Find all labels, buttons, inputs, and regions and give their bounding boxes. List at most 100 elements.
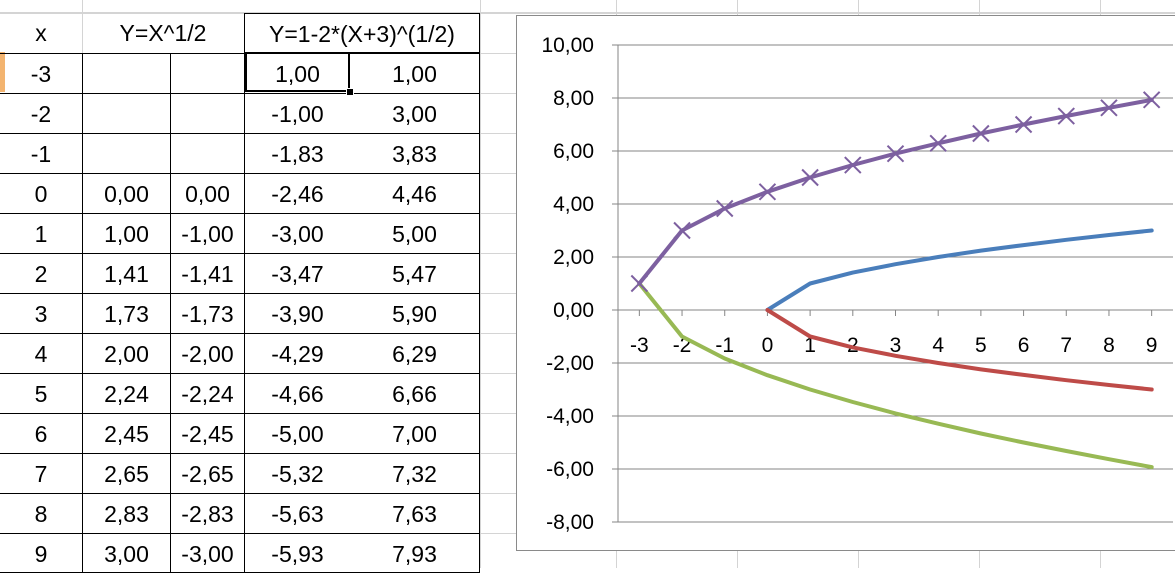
- cell-formula-neg[interactable]: -5,00: [244, 413, 350, 453]
- cell-x[interactable]: 1: [0, 213, 82, 253]
- cell-sqrt-neg[interactable]: -3,00: [170, 533, 244, 573]
- cell-sqrt-pos[interactable]: [82, 133, 170, 173]
- cell-formula-pos[interactable]: 5,90: [350, 293, 480, 333]
- cell-sqrt-neg[interactable]: [170, 93, 244, 133]
- cell-sqrt-pos[interactable]: 3,00: [82, 533, 170, 573]
- cell-sqrt-pos[interactable]: 2,45: [82, 413, 170, 453]
- cell-formula-pos[interactable]: 6,66: [350, 373, 480, 413]
- cell-formula-pos[interactable]: 6,29: [350, 333, 480, 373]
- data-point-marker: [716, 199, 734, 218]
- cell-formula-neg[interactable]: -3,00: [244, 213, 350, 253]
- x-tick-label: 5: [975, 334, 987, 357]
- cell-formula-pos[interactable]: 1,00: [350, 53, 480, 93]
- cell-x[interactable]: 4: [0, 333, 82, 373]
- cell-sqrt-pos[interactable]: 2,83: [82, 493, 170, 533]
- cell-formula-neg[interactable]: -5,32: [244, 453, 350, 493]
- x-tick-label: 9: [1146, 334, 1158, 357]
- grid-hline: [0, 13, 1175, 14]
- cell-formula-pos[interactable]: 7,93: [350, 533, 480, 573]
- cell-sqrt-neg[interactable]: -2,24: [170, 373, 244, 413]
- cell-sqrt-neg[interactable]: -2,65: [170, 453, 244, 493]
- cell-formula-neg[interactable]: -3,90: [244, 293, 350, 333]
- cell-formula-pos[interactable]: 5,47: [350, 253, 480, 293]
- chart-area[interactable]: -8,00 -6,00 -4,00 -2,00 0,00 2,00 4,00 6,00 8,00…: [516, 15, 1175, 551]
- cell-formula-pos[interactable]: 4,46: [350, 173, 480, 213]
- cell-sqrt-pos[interactable]: [82, 53, 170, 93]
- x-tick-label: 0: [762, 334, 774, 357]
- cell-x[interactable]: 2: [0, 253, 82, 293]
- cell-x[interactable]: 9: [0, 533, 82, 573]
- cell-sqrt-neg[interactable]: -1,73: [170, 293, 244, 333]
- cell-formula-neg[interactable]: 1,00: [244, 53, 350, 93]
- cell-x[interactable]: 0: [0, 173, 82, 213]
- series-line-1: [765, 228, 1154, 312]
- cell-x[interactable]: 3: [0, 293, 82, 333]
- cell-sqrt-neg[interactable]: -2,45: [170, 413, 244, 453]
- data-point-marker: [758, 183, 777, 201]
- cell-x[interactable]: 8: [0, 493, 82, 533]
- selected-row-indicator: [0, 52, 5, 92]
- cell-formula-neg[interactable]: -5,93: [244, 533, 350, 573]
- data-point-marker: [1057, 107, 1075, 125]
- cell-formula-neg[interactable]: -4,66: [244, 373, 350, 413]
- series-line-3: [637, 281, 1154, 470]
- header-y-formula[interactable]: Y=1-2*(X+3)^(1/2): [244, 13, 480, 53]
- x-tick-label: -3: [630, 334, 649, 357]
- y-tick-label: -8,00: [546, 511, 594, 534]
- cell-sqrt-pos[interactable]: 1,41: [82, 253, 170, 293]
- fill-handle[interactable]: [346, 88, 354, 96]
- cell-sqrt-pos[interactable]: 1,00: [82, 213, 170, 253]
- line-chart: -8,00 -6,00 -4,00 -2,00 0,00 2,00 4,00 6,00 8,00…: [541, 34, 1173, 534]
- x-tick-label: 6: [1018, 334, 1030, 357]
- cell-sqrt-neg[interactable]: -1,41: [170, 253, 244, 293]
- cell-formula-pos[interactable]: 5,00: [350, 213, 480, 253]
- grid-vline: [480, 0, 481, 568]
- x-tick-label: -1: [715, 334, 734, 357]
- cell-sqrt-neg[interactable]: -2,83: [170, 493, 244, 533]
- cell-sqrt-pos[interactable]: [82, 93, 170, 133]
- data-point-marker: [801, 168, 819, 187]
- cell-x[interactable]: -1: [0, 133, 82, 173]
- data-point-marker: [844, 156, 862, 174]
- cell-sqrt-pos[interactable]: 0,00: [82, 173, 170, 213]
- data-point-marker: [886, 144, 905, 163]
- y-tick-label: -6,00: [546, 458, 594, 481]
- cell-formula-pos[interactable]: 7,63: [350, 493, 480, 533]
- data-point-marker: [1142, 91, 1161, 109]
- x-tick-label: 1: [804, 334, 816, 357]
- y-tick-label: 0,00: [553, 299, 594, 322]
- cell-formula-neg[interactable]: -3,47: [244, 253, 350, 293]
- cell-sqrt-neg[interactable]: -1,00: [170, 213, 244, 253]
- cell-sqrt-neg[interactable]: -2,00: [170, 333, 244, 373]
- cell-formula-neg[interactable]: -4,29: [244, 333, 350, 373]
- cell-sqrt-pos[interactable]: 2,00: [82, 333, 170, 373]
- cell-formula-neg[interactable]: -1,83: [244, 133, 350, 173]
- cell-x[interactable]: 5: [0, 373, 82, 413]
- cell-sqrt-neg[interactable]: 0,00: [170, 173, 244, 213]
- data-point-marker: [1100, 99, 1118, 117]
- cell-formula-pos[interactable]: 7,32: [350, 453, 480, 493]
- y-tick-label: -2,00: [546, 352, 594, 375]
- cell-formula-pos[interactable]: 7,00: [350, 413, 480, 453]
- cell-x[interactable]: 7: [0, 453, 82, 493]
- cell-sqrt-neg[interactable]: [170, 133, 244, 173]
- data-point-marker: [972, 124, 990, 143]
- x-tick-label: 7: [1060, 334, 1072, 357]
- header-x[interactable]: x: [35, 20, 47, 46]
- cell-formula-pos[interactable]: 3,83: [350, 133, 480, 173]
- cell-formula-neg[interactable]: -5,63: [244, 493, 350, 533]
- cell-sqrt-pos[interactable]: 2,24: [82, 373, 170, 413]
- cell-sqrt-pos[interactable]: 2,65: [82, 453, 170, 493]
- x-tick-label: 8: [1103, 334, 1115, 357]
- cell-formula-neg[interactable]: -1,00: [244, 93, 350, 133]
- cell-formula-neg[interactable]: -2,46: [244, 173, 350, 213]
- cell-sqrt-pos[interactable]: 1,73: [82, 293, 170, 333]
- cell-x[interactable]: -3: [0, 53, 82, 93]
- header-y-sqrt[interactable]: Y=X^1/2: [119, 20, 207, 46]
- y-tick-label: 4,00: [553, 193, 594, 216]
- cell-sqrt-neg[interactable]: [170, 53, 244, 93]
- cell-x[interactable]: -2: [0, 93, 82, 133]
- cell-formula-pos[interactable]: 3,00: [350, 93, 480, 133]
- cell-x[interactable]: 6: [0, 413, 82, 453]
